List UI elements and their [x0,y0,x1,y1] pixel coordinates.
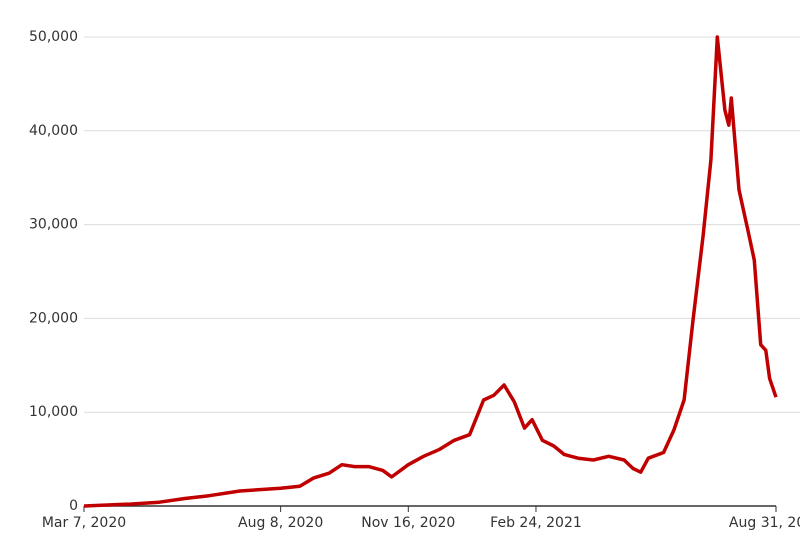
x-tick-label: Mar 7, 2020 [42,515,126,531]
y-tick-label: 40,000 [29,123,78,139]
y-tick-label: 10,000 [29,404,78,420]
y-tick-label: 20,000 [29,310,78,326]
x-tick-label: Nov 16, 2020 [361,515,455,531]
x-tick-label: Aug 8, 2020 [238,515,323,531]
y-tick-label: 0 [69,498,78,514]
y-tick-label: 30,000 [29,217,78,233]
y-tick-label: 50,000 [29,29,78,45]
line [83,35,778,508]
x-tick-label: Aug 31, 2021 [729,515,800,531]
x-tick-label: Feb 24, 2021 [490,515,582,531]
